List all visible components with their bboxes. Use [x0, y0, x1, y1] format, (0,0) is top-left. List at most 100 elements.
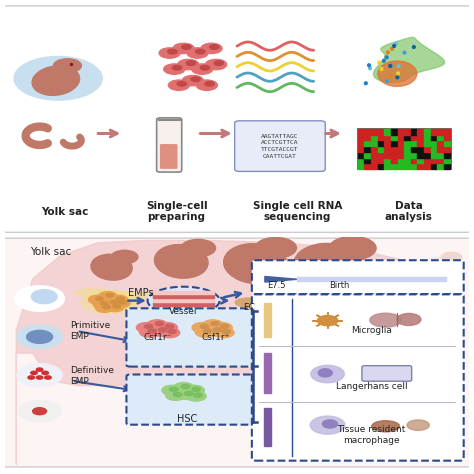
Circle shape [177, 82, 186, 86]
Bar [384, 158, 391, 164]
Bar [154, 291, 214, 294]
Bar [424, 152, 430, 158]
Circle shape [103, 305, 110, 309]
Circle shape [213, 328, 222, 332]
Text: AAGTATTAGC
ACCTCGTTCA
TTCGTACCGT
CAATTCGAT: AAGTATTAGC ACCTCGTTCA TTCGTACCGT CAATTCG… [261, 134, 299, 158]
Circle shape [202, 319, 223, 330]
FancyBboxPatch shape [235, 121, 325, 172]
Circle shape [99, 292, 117, 301]
Ellipse shape [397, 313, 421, 326]
Circle shape [173, 383, 194, 392]
Text: Primitive
EMP: Primitive EMP [70, 321, 110, 341]
Ellipse shape [311, 365, 344, 383]
Bar [398, 158, 404, 164]
Bar [297, 277, 446, 281]
Circle shape [318, 316, 338, 326]
Circle shape [186, 391, 206, 401]
Bar [438, 158, 444, 164]
Bar [365, 158, 371, 164]
Circle shape [192, 322, 212, 333]
Ellipse shape [91, 254, 132, 280]
FancyBboxPatch shape [362, 365, 411, 381]
Point [386, 62, 394, 70]
Text: Csf1r⁻: Csf1r⁻ [144, 333, 172, 342]
Bar [444, 129, 450, 135]
Circle shape [106, 293, 113, 297]
Bar [154, 299, 214, 301]
Circle shape [136, 322, 156, 333]
Bar [358, 135, 364, 140]
Circle shape [113, 304, 120, 308]
Circle shape [139, 327, 160, 337]
Point [383, 54, 391, 61]
Circle shape [205, 82, 214, 86]
Circle shape [173, 43, 194, 54]
Circle shape [96, 297, 103, 301]
Circle shape [164, 64, 185, 74]
Circle shape [214, 61, 224, 65]
Bar [264, 303, 272, 337]
Circle shape [194, 393, 202, 397]
Circle shape [191, 64, 213, 74]
Bar [431, 129, 437, 135]
Circle shape [150, 326, 171, 336]
Bar [378, 141, 384, 146]
Bar [438, 141, 444, 146]
Circle shape [170, 387, 178, 392]
Bar [398, 164, 404, 169]
Bar [431, 164, 437, 169]
Bar [378, 164, 384, 169]
Bar [424, 158, 430, 164]
Bar [444, 152, 450, 158]
Bar [424, 141, 430, 146]
Bar [358, 146, 364, 152]
Bar [358, 141, 364, 146]
Text: Csf1r⁺: Csf1r⁺ [202, 333, 230, 342]
Circle shape [181, 384, 190, 389]
Bar [404, 129, 410, 135]
Bar [404, 152, 410, 158]
Circle shape [42, 371, 48, 374]
Circle shape [155, 321, 164, 326]
Point [386, 72, 394, 79]
Circle shape [187, 48, 208, 58]
Bar [404, 158, 410, 164]
Bar [398, 146, 404, 152]
Ellipse shape [318, 369, 332, 377]
Bar [384, 141, 391, 146]
Circle shape [205, 326, 226, 336]
Text: Definitive
EMP: Definitive EMP [70, 366, 114, 386]
Bar [391, 141, 397, 146]
Circle shape [111, 299, 130, 308]
Circle shape [119, 301, 127, 304]
Circle shape [441, 252, 462, 263]
Bar [264, 353, 272, 392]
Circle shape [184, 385, 204, 395]
Ellipse shape [82, 291, 137, 314]
Bar [404, 135, 410, 140]
Circle shape [205, 59, 227, 70]
Bar [365, 129, 371, 135]
Ellipse shape [224, 244, 288, 284]
Circle shape [93, 300, 111, 309]
Bar [391, 158, 397, 164]
Circle shape [28, 376, 35, 379]
Ellipse shape [155, 245, 208, 278]
Text: E7.5: E7.5 [267, 281, 286, 290]
Bar [444, 141, 450, 146]
Bar [378, 152, 384, 158]
Polygon shape [265, 276, 297, 282]
Circle shape [419, 257, 458, 277]
Bar [371, 152, 377, 158]
Circle shape [165, 324, 174, 328]
Bar [411, 141, 417, 146]
Point [395, 62, 402, 70]
Bar [371, 158, 377, 164]
Bar [378, 158, 384, 164]
Ellipse shape [322, 420, 337, 428]
Bar [431, 146, 437, 152]
Circle shape [210, 45, 219, 49]
Ellipse shape [310, 416, 345, 434]
Circle shape [45, 376, 51, 379]
Ellipse shape [370, 313, 401, 327]
